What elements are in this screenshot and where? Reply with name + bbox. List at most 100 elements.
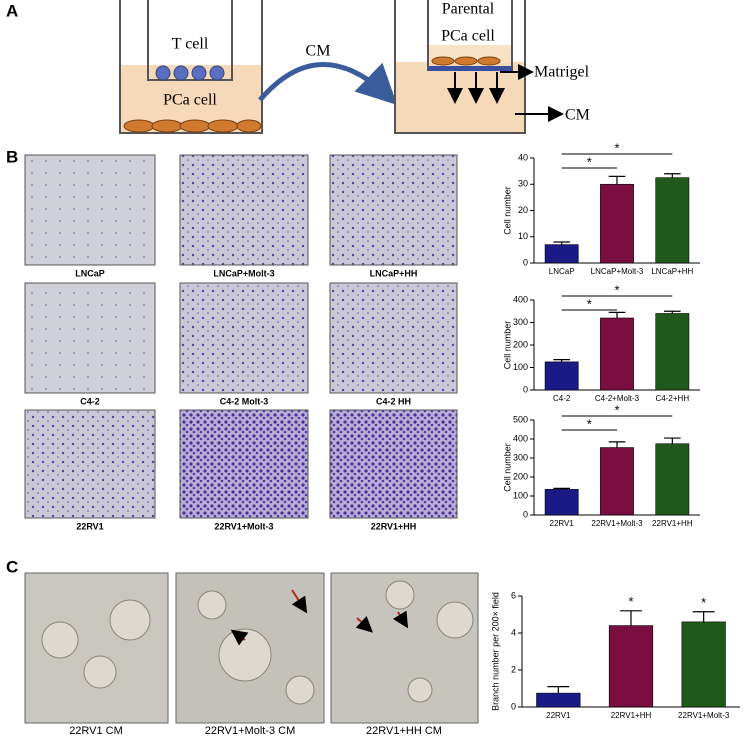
cm-arrow bbox=[258, 62, 398, 105]
bar bbox=[681, 621, 726, 708]
label: Parental bbox=[442, 1, 495, 18]
panel-label: A bbox=[6, 1, 18, 20]
y-tick-label: 300 bbox=[513, 317, 528, 327]
y-axis-label: Cell number bbox=[502, 186, 512, 235]
y-tick-label: 400 bbox=[513, 294, 528, 304]
caption: C4-2 Molt-3 bbox=[220, 396, 269, 406]
error-bar bbox=[664, 310, 681, 314]
y-tick-label: 100 bbox=[513, 362, 528, 372]
pca-cells bbox=[431, 56, 501, 66]
y-tick-label: 200 bbox=[513, 471, 528, 481]
x-tick-label: C4-2 bbox=[553, 394, 571, 403]
bar bbox=[544, 244, 579, 264]
caption: 22RV1 CM bbox=[69, 725, 123, 737]
bar bbox=[544, 489, 579, 516]
bar bbox=[600, 447, 634, 516]
caption: 22RV1 bbox=[76, 521, 103, 531]
arrows bbox=[447, 64, 564, 122]
annotation: * bbox=[587, 154, 592, 169]
micrographs bbox=[24, 154, 458, 519]
label: Matrigel bbox=[534, 64, 590, 81]
bar bbox=[600, 317, 634, 391]
error-bar bbox=[664, 437, 681, 444]
y-tick-label: 10 bbox=[518, 231, 528, 241]
error-bar bbox=[664, 173, 681, 178]
bar bbox=[655, 313, 690, 391]
caption: 22RV1+HH CM bbox=[366, 725, 442, 737]
bar bbox=[655, 443, 690, 516]
micrograph bbox=[179, 282, 309, 394]
panel-label: C bbox=[6, 557, 18, 576]
label: PCa cell bbox=[441, 28, 495, 45]
caption: LNCaP+HH bbox=[370, 268, 418, 278]
x-tick-label: LNCaP+HH bbox=[651, 267, 693, 276]
error-bar bbox=[608, 441, 626, 448]
y-tick-label: 20 bbox=[518, 205, 528, 215]
annotation: * bbox=[587, 296, 592, 311]
panel-label: B bbox=[6, 147, 18, 166]
annotation: * bbox=[614, 282, 619, 297]
micrograph bbox=[179, 154, 309, 266]
bar bbox=[608, 625, 654, 708]
y-tick-label: 500 bbox=[513, 414, 528, 424]
error-bar bbox=[547, 686, 570, 694]
bar bbox=[655, 177, 690, 264]
x-tick-label: C4-2+Molt-3 bbox=[595, 394, 640, 403]
error-bar bbox=[608, 175, 626, 185]
x-tick-label: C4-2+HH bbox=[656, 394, 690, 403]
y-tick-label: 4 bbox=[511, 627, 516, 637]
label: CM bbox=[306, 43, 331, 60]
x-tick-label: 22RV1+Molt-3 bbox=[591, 519, 643, 528]
caption: 22RV1+Molt-3 bbox=[214, 521, 273, 531]
x-tick-label: LNCaP bbox=[549, 267, 575, 276]
y-tick-label: 0 bbox=[523, 257, 528, 267]
x-tick-label: 22RV1 bbox=[546, 711, 571, 720]
y-tick-label: 30 bbox=[518, 179, 528, 189]
annotation: * bbox=[628, 594, 633, 609]
y-tick-label: 0 bbox=[523, 509, 528, 519]
bar bbox=[536, 692, 581, 708]
t-cells bbox=[155, 65, 225, 81]
micrograph bbox=[24, 409, 156, 519]
y-axis-label: Branch number per 200× field bbox=[490, 592, 500, 711]
y-tick-label: 200 bbox=[513, 339, 528, 349]
well bbox=[119, 0, 263, 134]
label: CM bbox=[565, 107, 590, 124]
bar bbox=[600, 183, 634, 264]
caption: C4-2 bbox=[80, 396, 100, 406]
annotation: * bbox=[614, 140, 619, 155]
y-tick-label: 400 bbox=[513, 433, 528, 443]
insert bbox=[147, 0, 233, 81]
micrograph bbox=[329, 409, 458, 519]
label: PCa cell bbox=[163, 92, 217, 109]
error-bar bbox=[553, 487, 570, 490]
x-tick-label: LNCaP+Molt-3 bbox=[591, 267, 644, 276]
caption: 22RV1+HH bbox=[371, 521, 417, 531]
y-tick-label: 2 bbox=[511, 664, 516, 674]
caption: LNCaP+Molt-3 bbox=[213, 268, 274, 278]
micrograph bbox=[179, 409, 309, 519]
annotation: * bbox=[701, 595, 706, 610]
micrograph bbox=[329, 154, 458, 266]
error-bar bbox=[620, 610, 642, 626]
annotation: * bbox=[614, 402, 619, 417]
error-bar bbox=[608, 311, 626, 318]
label: T cell bbox=[172, 36, 209, 53]
y-tick-label: 100 bbox=[513, 490, 528, 500]
error-bar bbox=[553, 241, 570, 245]
y-tick-label: 0 bbox=[523, 384, 528, 394]
micrograph bbox=[24, 154, 156, 266]
y-axis-label: Cell number bbox=[502, 443, 512, 492]
caption: LNCaP bbox=[75, 268, 105, 278]
x-tick-label: 22RV1+HH bbox=[611, 711, 652, 720]
micrographs bbox=[24, 572, 479, 724]
micrograph bbox=[24, 282, 156, 394]
caption: 22RV1+Molt-3 CM bbox=[205, 725, 296, 737]
y-tick-label: 0 bbox=[511, 701, 516, 711]
y-axis-label: Cell number bbox=[502, 321, 512, 370]
y-tick-label: 6 bbox=[511, 590, 516, 600]
membrane bbox=[428, 66, 512, 71]
caption: C4-2 HH bbox=[376, 396, 411, 406]
x-tick-label: 22RV1 bbox=[550, 519, 575, 528]
